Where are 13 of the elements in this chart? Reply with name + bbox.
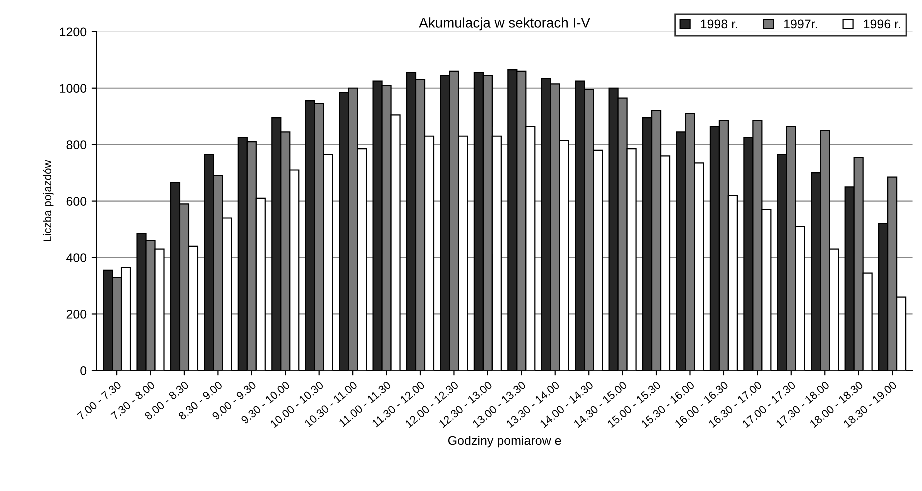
y-tick-label: 1000 [60, 84, 87, 94]
y-tick-label: 0 [80, 366, 87, 376]
legend-label: 1997r. [784, 20, 818, 29]
y-tick-label: 400 [66, 254, 87, 262]
legend-label: 1998 r. [701, 20, 738, 29]
y-tick-label: 200 [66, 310, 87, 319]
chart-title: Akumulacja w sektorach I-V [419, 18, 590, 31]
x-axis-title: Godziny pomiarow e [448, 436, 562, 448]
y-tick-label: 1200 [60, 28, 87, 37]
y-axis-title: Liczba pojazdów [43, 160, 54, 242]
y-tick-label: 800 [66, 140, 87, 150]
y-tick-label: 600 [66, 197, 87, 206]
legend-label: 1996 r. [864, 20, 900, 29]
